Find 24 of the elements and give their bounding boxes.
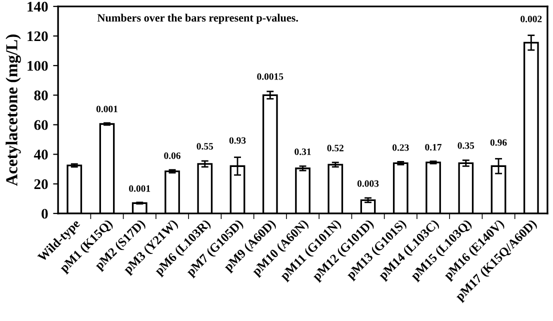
annotation: 0.93 [229,137,246,144]
annotation: 0.31 [294,148,311,156]
annotation: 0.002 [520,16,542,22]
annotation: 0.35 [458,142,474,149]
annotation: 0.55 [196,143,214,150]
y-tick-label: 100 [28,60,48,71]
y-tick-label: 0 [42,208,48,219]
y-tick-label: 80 [34,90,48,100]
annotation: 0.23 [392,144,409,151]
annotation: Numbers over the bars represent p-values. [97,14,298,24]
annotation: 0.17 [425,144,442,151]
y-tick-label: 120 [28,31,48,42]
y-tick-label: 40 [34,150,48,160]
annotation: 0.001 [129,185,150,192]
y-axis-title: Acetylacetone (mg/L) [6,34,21,186]
y-tick-label: 20 [34,179,48,190]
annotation: 0.06 [164,152,180,160]
annotation: 0.0015 [257,73,284,80]
annotation: 0.001 [96,106,118,112]
annotation: 0.003 [357,180,379,187]
annotation: 0.96 [490,139,507,146]
y-tick-label: 140 [28,2,48,12]
annotation: 0.52 [327,144,344,152]
y-tick-label: 60 [34,120,48,130]
